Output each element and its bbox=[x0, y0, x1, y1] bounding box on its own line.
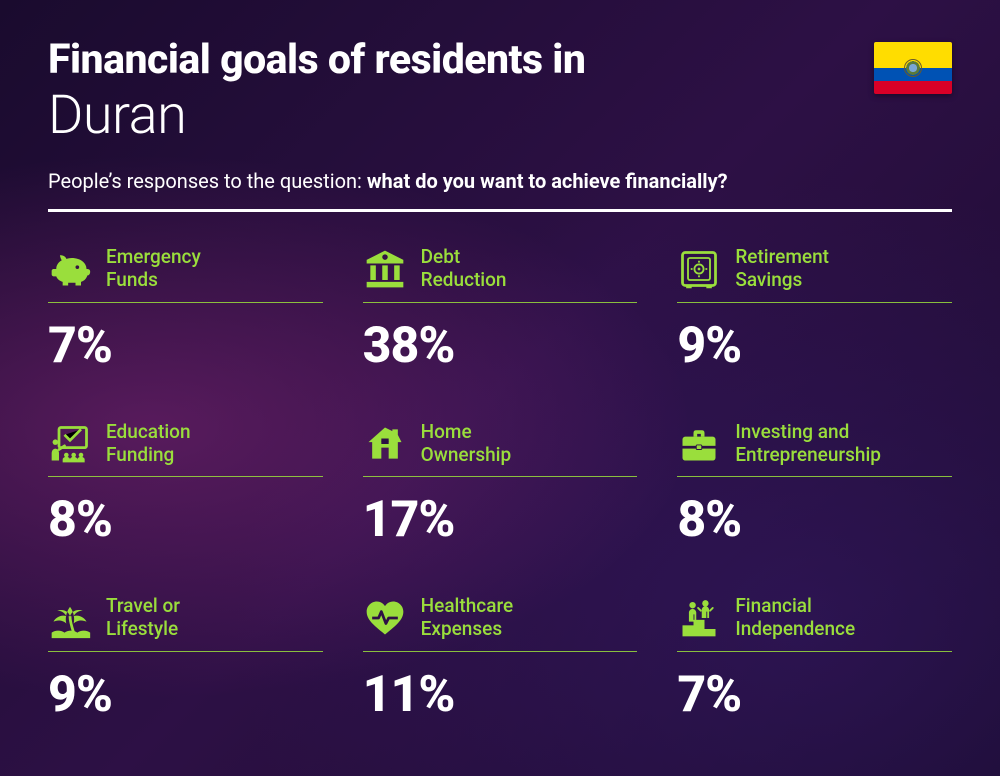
goal-item: DebtReduction 38% bbox=[363, 246, 638, 375]
goal-value: 9% bbox=[677, 317, 952, 375]
flag-stripe-red bbox=[874, 81, 952, 94]
podium-icon bbox=[677, 596, 721, 640]
safe-icon bbox=[677, 247, 721, 291]
goal-item-head: HealthcareExpenses bbox=[363, 595, 638, 652]
goal-value: 38% bbox=[363, 317, 638, 375]
goal-label: FinancialIndependence bbox=[735, 595, 855, 641]
goal-item: EducationFunding 8% bbox=[48, 421, 323, 550]
flag-ecuador bbox=[874, 42, 952, 94]
briefcase-icon bbox=[677, 422, 721, 466]
goals-grid: EmergencyFunds 7% DebtReduction 38% Retireme… bbox=[48, 246, 952, 724]
goal-item-head: RetirementSavings bbox=[677, 246, 952, 303]
title-line1: Financial goals of residents in bbox=[48, 38, 874, 83]
goal-label: EducationFunding bbox=[106, 421, 191, 467]
goal-value: 8% bbox=[48, 491, 323, 549]
goal-item-head: HomeOwnership bbox=[363, 421, 638, 478]
goal-item: RetirementSavings 9% bbox=[677, 246, 952, 375]
education-icon bbox=[48, 422, 92, 466]
goal-label: HomeOwnership bbox=[421, 421, 512, 467]
goal-item-head: FinancialIndependence bbox=[677, 595, 952, 652]
goal-label: Investing andEntrepreneurship bbox=[735, 421, 881, 467]
goal-value: 9% bbox=[48, 666, 323, 724]
infographic-container: Financial goals of residents in Duran Pe… bbox=[0, 0, 1000, 764]
house-icon bbox=[363, 422, 407, 466]
goal-label: DebtReduction bbox=[421, 246, 507, 292]
goal-value: 7% bbox=[48, 317, 323, 375]
goal-value: 8% bbox=[677, 491, 952, 549]
title-block: Financial goals of residents in Duran bbox=[48, 38, 874, 147]
goal-item: Investing andEntrepreneurship 8% bbox=[677, 421, 952, 550]
heart-pulse-icon bbox=[363, 596, 407, 640]
title-line2: Duran bbox=[48, 85, 874, 147]
subtitle-prefix: People’s responses to the question: bbox=[48, 169, 367, 193]
goal-item-head: Travel orLifestyle bbox=[48, 595, 323, 652]
divider bbox=[48, 209, 952, 212]
goal-value: 17% bbox=[363, 491, 638, 549]
goal-label: EmergencyFunds bbox=[106, 246, 201, 292]
subtitle-bold: what do you want to achieve financially? bbox=[367, 169, 728, 193]
goal-item-head: Investing andEntrepreneurship bbox=[677, 421, 952, 478]
header-row: Financial goals of residents in Duran bbox=[48, 38, 952, 147]
palm-icon bbox=[48, 596, 92, 640]
goal-item: FinancialIndependence 7% bbox=[677, 595, 952, 724]
goal-item-head: EducationFunding bbox=[48, 421, 323, 478]
goal-label: RetirementSavings bbox=[735, 246, 829, 292]
goal-item: Travel orLifestyle 9% bbox=[48, 595, 323, 724]
goal-item: EmergencyFunds 7% bbox=[48, 246, 323, 375]
goal-item-head: DebtReduction bbox=[363, 246, 638, 303]
goal-label: HealthcareExpenses bbox=[421, 595, 514, 641]
flag-emblem bbox=[904, 59, 922, 77]
piggy-bank-icon bbox=[48, 247, 92, 291]
goal-item: HealthcareExpenses 11% bbox=[363, 595, 638, 724]
goal-value: 7% bbox=[677, 666, 952, 724]
goal-item-head: EmergencyFunds bbox=[48, 246, 323, 303]
subtitle: People’s responses to the question: what… bbox=[48, 169, 952, 193]
bank-icon bbox=[363, 247, 407, 291]
goal-item: HomeOwnership 17% bbox=[363, 421, 638, 550]
goal-value: 11% bbox=[363, 666, 638, 724]
goal-label: Travel orLifestyle bbox=[106, 595, 180, 641]
